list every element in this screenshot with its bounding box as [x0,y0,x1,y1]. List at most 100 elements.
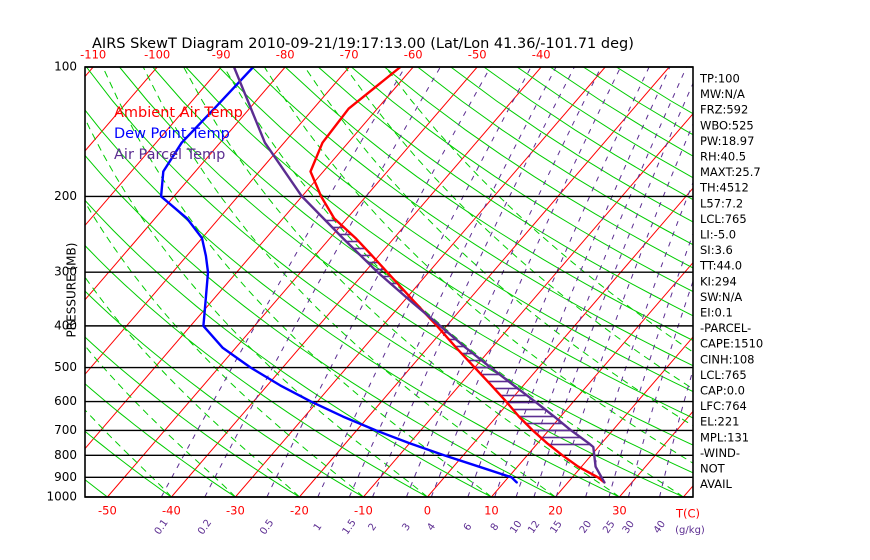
mixing-ratio-line [515,67,687,497]
curve-air-parcel-temp [232,67,606,484]
pressure-tick-800: 800 [54,448,77,462]
top-temp-tick--70: -70 [340,48,359,62]
moist-adiabat-line [263,67,693,464]
dry-adiabat-line [317,67,693,317]
mixing-ratio-tick-1.5: 1.5 [341,518,359,537]
mixing-ratio-line [533,82,693,497]
pressure-tick-500: 500 [54,360,77,374]
mixing-ratio-tick-15: 15 [548,519,564,536]
mixing-ratio-tick-20: 20 [578,519,594,536]
moist-adiabat-line [85,344,236,497]
mixing-ratio-tick-12: 12 [526,519,542,536]
bottom-temp-tick-0: 0 [424,504,431,518]
moist-adiabat-line [304,67,693,427]
isotherm-line [85,67,222,227]
panel-row-15: EI:0.1 [700,306,733,320]
isotherm-line [555,336,693,497]
mixing-ratio-tick-40: 40 [652,519,668,536]
bottom-temperature-labels: -50 -40 -30 -20 -10 0 10 20 30 [98,504,627,518]
panel-row-12: TT:44.0 [699,259,742,273]
dry-adiabat-line [119,67,693,474]
dry-adiabat-line [85,336,300,497]
dry-adiabat-line [0,67,43,497]
dry-adiabat-line [417,67,693,246]
panel-row-6: MAXT:25.7 [700,165,761,179]
top-temp-tick--40: -40 [532,48,551,62]
panel-row-26: AVAIL [700,477,733,491]
bottom-temp-tick--20: -20 [290,504,309,518]
panel-row-20: CAP:0.0 [700,384,745,398]
dry-adiabat-line [85,290,364,497]
isotherm-line [85,67,286,301]
dry-adiabat-line [218,67,693,393]
isotherm-line [85,67,350,375]
pressure-tick-300: 300 [54,265,77,279]
background-gridlines [0,67,870,497]
isotherm-line [811,67,870,497]
cape-shaded-region [322,215,593,447]
legend-item-1: Dew Point Temp [114,126,230,142]
x-axis-title-mixing: (g/kg) [675,525,705,536]
panel-row-4: PW:18.97 [700,134,754,148]
dry-adiabat-line [86,67,684,497]
dry-adiabat-line [85,244,428,497]
bottom-temp-tick--50: -50 [98,504,117,518]
pressure-tick-900: 900 [54,470,77,484]
mixing-ratio-line [266,67,491,497]
moist-adiabat-line [183,67,620,497]
mixing-ratio-line [494,67,671,497]
panel-row-13: KI:294 [700,274,737,288]
dry-adiabat-line [152,67,693,446]
panel-row-21: LFC:764 [700,399,747,413]
sounding-curves [159,67,606,484]
panel-row-22: EL:221 [700,415,740,429]
panel-row-11: SI:3.6 [700,243,733,257]
top-temp-tick--90: -90 [212,48,231,62]
moist-adiabat-line [85,117,428,497]
panel-row-8: L57:7.2 [700,196,743,210]
moist-adiabat-line [85,409,172,497]
curve-ambient-air-temp [309,67,606,484]
isotherm-line [171,67,542,497]
chart-legend: Ambient Air Temp Dew Point Temp Air Parcel… [114,105,243,163]
moist-adiabat-line [102,67,492,497]
mixing-ratio-tick-8: 8 [489,522,502,534]
panel-row-14: SW:N/A [700,290,742,304]
cape-hatch-area [322,215,593,447]
legend-item-0: Ambient Air Temp [114,105,243,121]
pressure-tick-700: 700 [54,423,77,437]
panel-row-7: TH:4512 [699,181,749,195]
mixing-ratio-line [317,67,532,497]
mixing-ratio-tick-3: 3 [400,522,413,534]
isotherm-line [85,67,158,152]
dry-adiabat-line [85,154,556,497]
legend-item-2: Air Parcel Temp [114,147,225,163]
pressure-tick-200: 200 [54,189,77,203]
dry-adiabat-line [85,109,620,497]
moist-adiabat-line [385,67,693,353]
mixing-ratio-tick-0.2: 0.2 [196,518,214,537]
dry-adiabat-line [384,67,693,269]
panel-row-3: WBO:525 [700,118,754,132]
panel-row-0: TP:100 [699,72,740,86]
panel-row-17: CAPE:1510 [700,337,763,351]
moist-adiabat-line [344,67,693,390]
panel-row-25: NOT [700,462,726,476]
dry-adiabat-line [251,67,693,367]
isotherm-line [85,67,94,78]
panel-row-23: MPL:131 [700,430,749,444]
panel-row-1: MW:N/A [700,87,745,101]
pressure-tick-400: 400 [54,318,77,332]
mixing-ratio-line [204,67,441,497]
isotherm-line [363,112,693,497]
isotherm-line [747,67,870,497]
pressure-tick-1000: 1000 [46,490,77,504]
isotherm-line [0,67,29,497]
panel-row-10: LI:-5.0 [700,228,736,242]
top-temp-tick--50: -50 [468,48,487,62]
mixing-ratio-tick-25: 25 [601,519,617,536]
panel-row-18: CINH:108 [700,352,755,366]
